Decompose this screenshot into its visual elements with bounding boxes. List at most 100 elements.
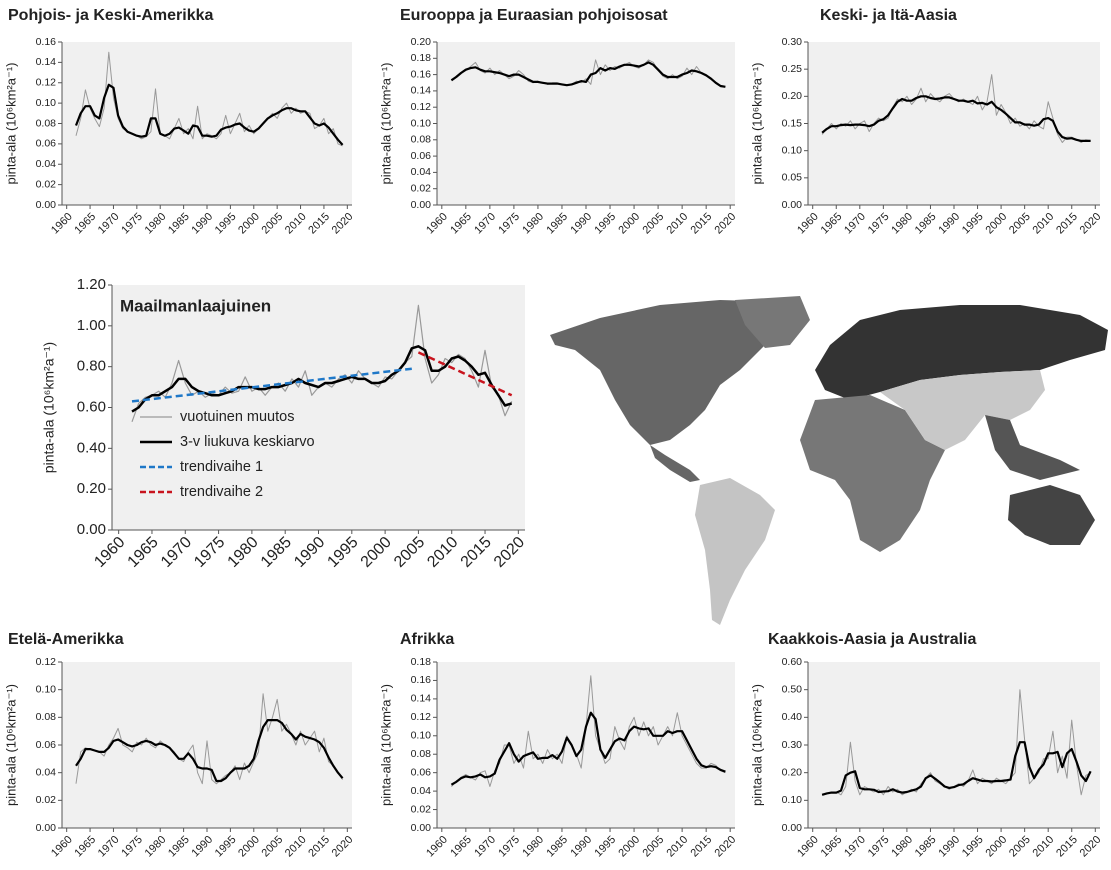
- x-tick-label: 1995: [324, 534, 361, 571]
- plot-area: [62, 42, 352, 205]
- x-tick-label: 1985: [913, 834, 939, 860]
- chart-title: Afrikka: [400, 631, 454, 648]
- x-tick-label: 1985: [544, 834, 570, 860]
- plot-area: [808, 662, 1100, 828]
- x-tick-label: 1970: [472, 211, 498, 237]
- x-tick-label: 1965: [125, 534, 162, 571]
- map-south-america: [695, 478, 775, 625]
- x-tick-label: 1990: [291, 534, 328, 571]
- x-tick-label: 2015: [306, 834, 332, 860]
- series-line: [821, 95, 1091, 142]
- y-tick-label: 0.80: [77, 358, 106, 375]
- line-chart: 0.00 0.05 0.10 0.15 0.20 0.25 0.30 196019651970…: [749, 7, 1103, 236]
- x-tick-label: 1960: [49, 211, 75, 237]
- line-chart: 0.00 0.02 0.04 0.06 0.08 0.10 0.12 0.14 0.16 0.18…: [378, 631, 738, 859]
- series-line: [417, 351, 513, 397]
- x-tick-label: 1960: [795, 211, 821, 237]
- x-tick-label: 1995: [213, 834, 239, 860]
- y-tick-label: 0.06: [36, 138, 57, 150]
- x-tick-label: 1965: [72, 211, 98, 237]
- map-north-america: [550, 300, 790, 445]
- x-tick-label: 2005: [1007, 211, 1033, 237]
- plot-area: [437, 42, 735, 205]
- x-tick-label: 1995: [592, 211, 618, 237]
- y-tick-label: 0.04: [411, 785, 432, 797]
- y-tick-label: 0.14: [411, 693, 432, 705]
- y-tick-label: 0.02: [411, 803, 432, 815]
- y-tick-label: 0.00: [36, 822, 57, 834]
- y-tick-label: 0.00: [782, 199, 803, 211]
- map-central-america: [650, 445, 700, 482]
- y-tick-label: 0.30: [782, 739, 803, 751]
- y-tick-label: 0.15: [782, 117, 803, 129]
- x-tick-label: 2015: [689, 211, 715, 237]
- y-tick-label: 0.60: [77, 398, 106, 415]
- y-tick-label: 0.00: [36, 199, 57, 211]
- y-tick-label: 0.10: [411, 117, 432, 129]
- x-tick-label: 1975: [191, 534, 228, 571]
- map-australia: [1008, 485, 1095, 545]
- x-tick-label: 1960: [424, 834, 450, 860]
- y-tick-label: 0.40: [77, 439, 106, 456]
- x-tick-label: 1980: [225, 534, 262, 571]
- x-tick-label: 1980: [143, 211, 169, 237]
- y-tick-label: 1.20: [77, 276, 106, 293]
- y-tick-label: 0.00: [411, 199, 432, 211]
- x-tick-label: 1960: [795, 834, 821, 860]
- x-tick-label: 1990: [189, 211, 215, 237]
- chart-title: Etelä-Amerikka: [8, 631, 124, 648]
- x-tick-label: 1975: [119, 834, 145, 860]
- x-tick-label: 1990: [189, 834, 215, 860]
- y-tick-label: 0.06: [411, 150, 432, 162]
- x-tick-label: 2015: [1054, 834, 1080, 860]
- y-tick-label: 0.20: [782, 766, 803, 778]
- y-tick-label: 0.04: [411, 166, 432, 178]
- x-tick-label: 1980: [889, 834, 915, 860]
- map-europe-russia: [815, 305, 1108, 400]
- series-line: [131, 367, 412, 403]
- x-tick-label: 2000: [616, 211, 642, 237]
- y-axis-label: pinta-ala (10⁶km²a⁻¹): [3, 62, 18, 184]
- series-line: [450, 711, 726, 786]
- x-tick-label: 1995: [960, 834, 986, 860]
- x-tick-label: 2000: [983, 211, 1009, 237]
- x-tick-label: 2010: [283, 834, 309, 860]
- x-tick-label: 1970: [842, 834, 868, 860]
- y-tick-label: 0.00: [411, 822, 432, 834]
- x-tick-label: 1995: [592, 834, 618, 860]
- y-tick-label: 0.04: [36, 158, 57, 170]
- x-tick-label: 1985: [166, 834, 192, 860]
- line-chart: 0.00 0.02 0.04 0.06 0.08 0.10 0.12 0.14 0.16 0.18…: [378, 7, 738, 236]
- x-tick-label: 2020: [1078, 211, 1104, 237]
- y-tick-label: 0.08: [411, 748, 432, 760]
- x-tick-label: 2015: [689, 834, 715, 860]
- x-tick-label: 1975: [119, 211, 145, 237]
- x-tick-label: 2005: [640, 834, 666, 860]
- series-line: [821, 741, 1092, 796]
- x-tick-label: 2005: [391, 534, 428, 571]
- x-tick-label: 1960: [49, 834, 75, 860]
- y-tick-label: 0.25: [782, 63, 803, 75]
- x-tick-label: 2000: [236, 211, 262, 237]
- x-tick-label: 2005: [640, 211, 666, 237]
- y-tick-label: 0.06: [36, 739, 57, 751]
- x-tick-label: 1990: [936, 211, 962, 237]
- y-tick-label: 0.10: [36, 683, 57, 695]
- x-tick-label: 1970: [158, 534, 195, 571]
- x-tick-label: 1990: [936, 834, 962, 860]
- y-tick-label: 0.10: [411, 730, 432, 742]
- x-tick-label: 2020: [330, 211, 356, 237]
- y-tick-label: 0.50: [782, 683, 803, 695]
- x-tick-label: 2015: [306, 211, 332, 237]
- y-tick-label: 0.18: [411, 656, 432, 668]
- y-tick-label: 0.08: [36, 711, 57, 723]
- y-tick-label: 0.06: [411, 766, 432, 778]
- x-tick-label: 1980: [889, 211, 915, 237]
- x-tick-label: 1975: [496, 211, 522, 237]
- legend: vuotuinen muutos 3-v liukuva keskiarvo tre…: [140, 409, 315, 500]
- chart-title: Pohjois- ja Keski-Amerikka: [8, 7, 214, 24]
- x-tick-label: 1980: [520, 834, 546, 860]
- x-tick-label: 1975: [496, 834, 522, 860]
- x-tick-label: 2005: [260, 834, 286, 860]
